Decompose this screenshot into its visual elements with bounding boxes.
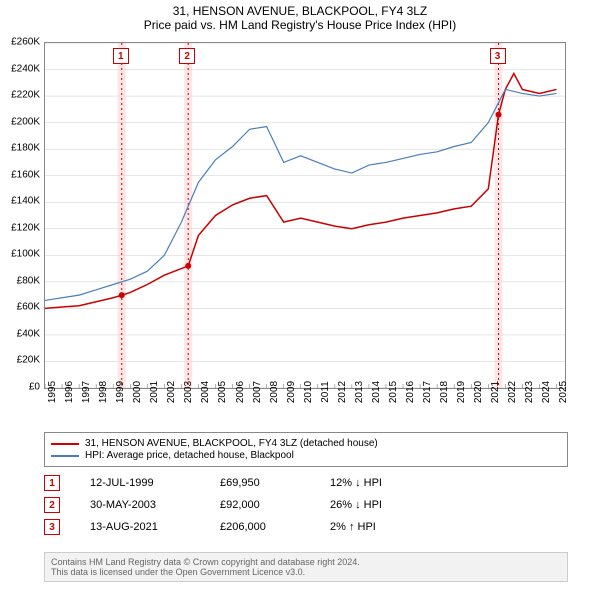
x-tick-label: 2002: [166, 381, 177, 403]
x-tick-label: 1999: [115, 381, 126, 403]
sale-diff: 12% ↓ HPI: [330, 477, 382, 489]
sale-date: 12-JUL-1999: [90, 477, 190, 489]
chart-marker-3: 3: [490, 48, 506, 64]
x-tick-label: 2017: [422, 381, 433, 403]
y-tick-label: £40K: [4, 328, 40, 339]
y-tick-label: £260K: [4, 37, 40, 48]
x-tick-label: 2016: [405, 381, 416, 403]
x-tick-label: 1998: [98, 381, 109, 403]
x-tick-label: 2006: [235, 381, 246, 403]
x-tick-label: 2014: [371, 381, 382, 403]
legend-swatch-1: [51, 443, 79, 445]
sale-date: 13-AUG-2021: [90, 521, 190, 533]
x-tick-label: 2010: [303, 381, 314, 403]
x-tick-label: 2022: [507, 381, 518, 403]
sale-row-2: 2 30-MAY-2003 £92,000 26% ↓ HPI: [44, 497, 382, 513]
price-chart: [44, 42, 566, 389]
y-tick-label: £200K: [4, 116, 40, 127]
x-tick-label: 2024: [541, 381, 552, 403]
x-tick-label: 2013: [354, 381, 365, 403]
legend: 31, HENSON AVENUE, BLACKPOOL, FY4 3LZ (d…: [44, 432, 568, 467]
x-tick-label: 1996: [64, 381, 75, 403]
sale-row-1: 1 12-JUL-1999 £69,950 12% ↓ HPI: [44, 475, 382, 491]
sale-price: £69,950: [220, 477, 300, 489]
legend-text-1: 31, HENSON AVENUE, BLACKPOOL, FY4 3LZ (d…: [85, 438, 378, 449]
x-tick-label: 2025: [558, 381, 569, 403]
sale-date: 30-MAY-2003: [90, 499, 190, 511]
legend-text-2: HPI: Average price, detached house, Blac…: [85, 450, 294, 461]
sale-diff: 2% ↑ HPI: [330, 521, 376, 533]
title-line1: 31, HENSON AVENUE, BLACKPOOL, FY4 3LZ: [0, 0, 600, 18]
x-tick-label: 2020: [473, 381, 484, 403]
sale-diff: 26% ↓ HPI: [330, 499, 382, 511]
sale-marker-1: 1: [44, 475, 60, 491]
x-tick-label: 2023: [524, 381, 535, 403]
legend-row-2: HPI: Average price, detached house, Blac…: [51, 450, 561, 461]
sale-row-3: 3 13-AUG-2021 £206,000 2% ↑ HPI: [44, 519, 376, 535]
y-tick-label: £160K: [4, 169, 40, 180]
x-tick-label: 2019: [456, 381, 467, 403]
sale-marker-3: 3: [44, 519, 60, 535]
x-tick-label: 2003: [183, 381, 194, 403]
x-tick-label: 2000: [132, 381, 143, 403]
x-tick-label: 2008: [269, 381, 280, 403]
y-tick-label: £240K: [4, 63, 40, 74]
x-tick-label: 2007: [252, 381, 263, 403]
x-tick-label: 2018: [439, 381, 450, 403]
sale-price: £92,000: [220, 499, 300, 511]
chart-container: 31, HENSON AVENUE, BLACKPOOL, FY4 3LZ Pr…: [0, 0, 600, 590]
y-tick-label: £220K: [4, 90, 40, 101]
legend-row-1: 31, HENSON AVENUE, BLACKPOOL, FY4 3LZ (d…: [51, 438, 561, 449]
chart-marker-2: 2: [179, 48, 195, 64]
x-tick-label: 1995: [47, 381, 58, 403]
x-tick-label: 2021: [490, 381, 501, 403]
chart-marker-1: 1: [113, 48, 129, 64]
y-tick-label: £60K: [4, 302, 40, 313]
footer-line2: This data is licensed under the Open Gov…: [51, 567, 561, 577]
sale-price: £206,000: [220, 521, 300, 533]
sale-marker-2: 2: [44, 497, 60, 513]
footer: Contains HM Land Registry data © Crown c…: [44, 552, 568, 582]
x-tick-label: 2015: [388, 381, 399, 403]
x-tick-label: 2001: [149, 381, 160, 403]
x-tick-label: 2005: [217, 381, 228, 403]
y-tick-label: £20K: [4, 355, 40, 366]
footer-line1: Contains HM Land Registry data © Crown c…: [51, 557, 561, 567]
y-tick-label: £0: [4, 382, 40, 393]
x-tick-label: 2012: [337, 381, 348, 403]
x-tick-label: 2009: [286, 381, 297, 403]
y-tick-label: £140K: [4, 196, 40, 207]
y-tick-label: £180K: [4, 143, 40, 154]
x-tick-label: 2004: [200, 381, 211, 403]
y-tick-label: £120K: [4, 222, 40, 233]
title-line2: Price paid vs. HM Land Registry's House …: [0, 18, 600, 36]
y-tick-label: £80K: [4, 275, 40, 286]
x-tick-label: 1997: [81, 381, 92, 403]
x-tick-label: 2011: [320, 381, 331, 403]
legend-swatch-2: [51, 455, 79, 457]
y-tick-label: £100K: [4, 249, 40, 260]
